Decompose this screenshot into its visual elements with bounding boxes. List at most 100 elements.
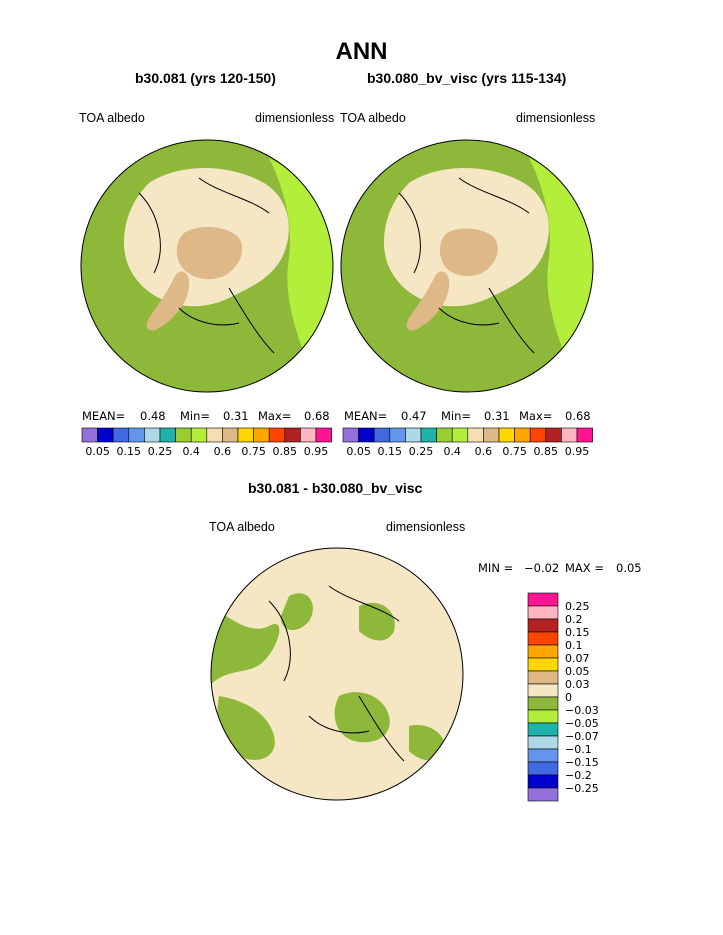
map-2-field-tan-greenland [406, 271, 450, 331]
colorbar-diff-tick-label: −0.1 [565, 743, 592, 756]
colorbar-diff-swatch [527, 644, 559, 659]
colorbar-2-swatch [342, 427, 359, 443]
map-diff-patch-north [280, 593, 313, 631]
colorbar-1-swatch [206, 427, 223, 443]
colorbar-diff-swatch [527, 592, 559, 607]
colorbar-diff-tick-label: −0.05 [565, 717, 599, 730]
panel-1-title: b30.081 (yrs 120-150) [135, 70, 276, 86]
colorbar-1-swatch [300, 427, 317, 443]
panel-1-min-label: Min= [180, 409, 211, 423]
panel-2-max-label: Max= [519, 409, 553, 423]
colorbar-diff-tick-label: −0.07 [565, 730, 599, 743]
panel-2-max-value: 0.68 [565, 409, 591, 423]
map-2-field-tan-ocean [439, 228, 498, 277]
panel-1-min-value: 0.31 [223, 409, 249, 423]
colorbar-1-swatch [112, 427, 130, 443]
colorbar-2-swatch [405, 427, 422, 443]
colorbar-1-tick-label: 0.15 [117, 445, 141, 458]
diff-panel-units-label: dimensionless [386, 520, 466, 534]
colorbar-1-tick-label: 0.6 [214, 445, 232, 458]
diff-min-label: MIN = [478, 561, 514, 575]
colorbar-2-swatch [436, 427, 453, 443]
colorbar-1-swatch [268, 427, 286, 443]
panel-1-mean-value: 0.48 [140, 409, 166, 423]
colorbar-1-tick-label: 0.05 [85, 445, 110, 458]
colorbar-diff-tick-label: 0.25 [565, 600, 590, 613]
map-2-border [340, 139, 594, 393]
colorbar-2-swatch [483, 427, 500, 443]
colorbar-diff-tick-label: 0.05 [565, 665, 590, 678]
panel-2-mean-label: MEAN= [344, 409, 388, 423]
panel-2-mean-value: 0.47 [401, 409, 427, 423]
diff-panel-variable-label: TOA albedo [209, 520, 275, 534]
colorbar-diff-swatch [527, 722, 559, 737]
panel-1-max-value: 0.68 [304, 409, 330, 423]
colorbar-2-swatch [529, 427, 547, 443]
panel-2-variable-label: TOA albedo [340, 111, 406, 125]
colorbar-diff-tick-label: −0.25 [565, 782, 599, 795]
colorbar-2-swatch [545, 427, 562, 443]
colorbar-2-tick-label: 0.75 [502, 445, 526, 458]
colorbar-1-swatch [315, 427, 332, 443]
colorbar-1-tick-label: 0.95 [304, 445, 329, 458]
colorbar-diff-swatch [527, 709, 559, 724]
colorbar-2-swatch [420, 427, 437, 443]
colorbar-2: 0.05 0.15 0.25 0.4 0.6 0.75 0.85 0.95 [342, 427, 593, 458]
diff-min-value: −0.02 [524, 561, 560, 575]
colorbar-diff-swatch [527, 618, 559, 633]
panel-2-title: b30.080_bv_visc (yrs 115-134) [367, 70, 567, 86]
map-diff-patch-west [211, 606, 280, 686]
colorbar-diff-swatch [527, 787, 559, 802]
colorbar-1-swatch [222, 427, 239, 443]
polar-map-2 [340, 139, 594, 393]
colorbar-diff: 0.250.20.150.10.070.050.030−0.03−0.05−0.… [527, 592, 599, 802]
diff-max-label: MAX = [565, 561, 604, 575]
colorbar-2-swatch [561, 427, 578, 443]
colorbar-2-tick-label: 0.85 [534, 445, 559, 458]
colorbar-1-swatch [81, 427, 98, 443]
colorbar-diff-swatch [527, 683, 559, 698]
polar-map-diff [210, 547, 464, 801]
map-diff-patch-east [359, 602, 395, 641]
colorbar-diff-tick-label: −0.03 [565, 704, 599, 717]
colorbar-diff-swatch [527, 748, 559, 763]
colorbar-diff-swatch [527, 774, 559, 789]
colorbar-diff-tick-label: −0.15 [565, 756, 599, 769]
colorbar-2-tick-label: 0.15 [378, 445, 403, 458]
colorbar-1-tick-label: 0.4 [182, 445, 200, 458]
panel-2-min-label: Min= [441, 409, 472, 423]
colorbar-2-tick-label: 0.95 [565, 445, 590, 458]
colorbar-2-tick-label: 0.4 [443, 445, 461, 458]
colorbar-diff-swatch [527, 657, 559, 672]
polar-map-1 [80, 139, 334, 393]
panel-1-variable-label: TOA albedo [79, 111, 145, 125]
colorbar-diff-tick-label: 0.15 [565, 626, 590, 639]
map-diff-patch-south [334, 692, 390, 743]
colorbar-diff-tick-label: 0.07 [565, 652, 590, 665]
colorbar-1: 0.05 0.15 0.25 0.4 0.6 0.75 0.85 0.95 [81, 427, 332, 458]
map-diff-coastlines [268, 585, 405, 762]
colorbar-1-swatch [253, 427, 270, 443]
colorbar-diff-tick-label: 0.2 [565, 613, 583, 626]
colorbar-2-tick-label: 0.6 [475, 445, 493, 458]
colorbar-2-swatch [389, 427, 406, 443]
colorbar-1-swatch [190, 427, 208, 443]
colorbar-2-swatch [467, 427, 484, 443]
colorbar-1-swatch [284, 427, 301, 443]
colorbar-diff-swatch [527, 670, 559, 685]
diff-panel-title: b30.081 - b30.080_bv_visc [248, 480, 423, 496]
panel-1-units-label: dimensionless [255, 111, 335, 125]
colorbar-diff-tick-label: −0.2 [565, 769, 592, 782]
colorbar-1-tick-label: 0.85 [273, 445, 298, 458]
colorbar-1-swatch [237, 427, 254, 443]
map-1-field-tan-greenland [146, 271, 190, 331]
panel-2-units-label: dimensionless [516, 111, 596, 125]
colorbar-diff-swatch [527, 761, 559, 776]
panel-2-min-value: 0.31 [484, 409, 510, 423]
colorbar-diff-swatch [527, 605, 559, 620]
colorbar-2-swatch [358, 427, 375, 443]
colorbar-2-swatch [576, 427, 593, 443]
colorbar-diff-tick-label: 0.03 [565, 678, 590, 691]
colorbar-diff-tick-label: 0 [565, 691, 572, 704]
map-1-field-tan-ocean [176, 226, 243, 280]
